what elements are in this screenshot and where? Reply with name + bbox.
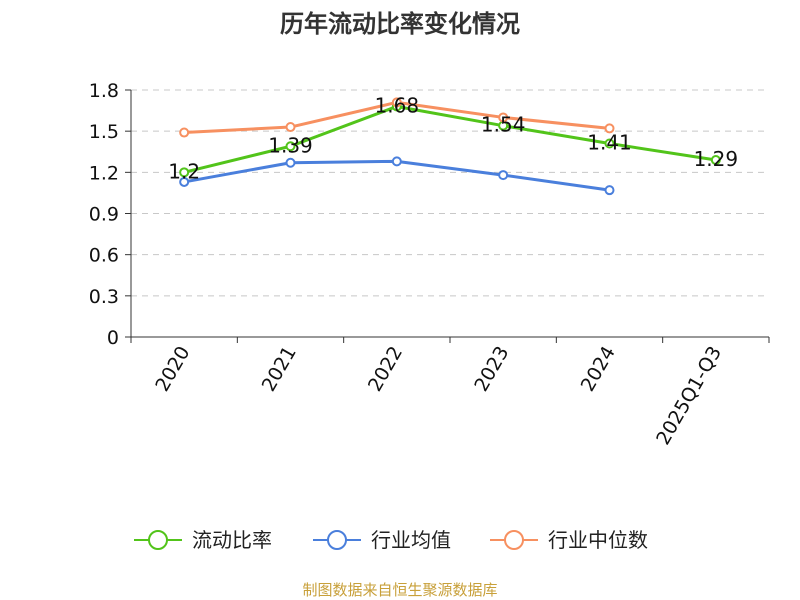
- axes: 0 0.3 0.6 0.9 1.2 1.5 1.8 2020 2021 2022 2023 2024 2…: [89, 80, 770, 449]
- x-tick-label: 2024: [577, 343, 620, 396]
- data-point: [285, 157, 296, 168]
- data-point: [285, 141, 296, 152]
- data-point: [604, 138, 615, 149]
- legend-marker: [327, 530, 347, 550]
- data-point: [179, 167, 190, 178]
- data-point: [285, 122, 296, 133]
- data-label: 1.2: [168, 159, 200, 183]
- chart-title: 历年流动比率变化情况: [280, 10, 520, 38]
- data-label: 1.68: [375, 93, 420, 117]
- legend: 流动比率 行业均值 行业中位数: [134, 528, 648, 552]
- data-label: 1.54: [481, 113, 526, 137]
- data-label: 1.39: [268, 133, 313, 157]
- legend-label: 流动比率: [192, 528, 272, 552]
- source-note: 制图数据来自恒生聚源数据库: [302, 581, 497, 599]
- data-point: [179, 176, 190, 187]
- series-layer: [179, 97, 721, 196]
- data-label: 1.41: [587, 131, 632, 155]
- x-tick-label: 2021: [258, 343, 301, 396]
- y-tick-label: 0.9: [89, 204, 119, 226]
- y-tick-label: 0: [107, 327, 119, 349]
- data-point: [498, 112, 509, 123]
- legend-marker: [504, 530, 524, 550]
- legend-label: 行业中位数: [548, 528, 648, 552]
- data-point: [604, 123, 615, 134]
- y-tick-label: 1.8: [89, 80, 119, 102]
- data-point: [604, 185, 615, 196]
- data-labels: 1.2 1.39 1.68 1.54 1.41 1.29: [168, 93, 738, 183]
- x-tick-label: 2023: [470, 342, 513, 395]
- data-point: [498, 170, 509, 181]
- x-tick-label: 2025Q1-Q3: [652, 343, 726, 449]
- y-tick-label: 1.2: [89, 162, 119, 184]
- x-tick-label: 2022: [364, 343, 407, 396]
- data-label: 1.29: [694, 147, 739, 171]
- y-tick-label: 1.5: [89, 121, 119, 143]
- data-point: [391, 97, 402, 108]
- y-tick-label: 0.3: [89, 286, 119, 308]
- series-line: [183, 104, 717, 174]
- grid: [131, 89, 769, 297]
- x-tick-label: 2020: [151, 343, 194, 396]
- data-point: [179, 127, 190, 138]
- data-point: [391, 156, 402, 167]
- data-point: [710, 154, 721, 165]
- legend-marker: [148, 530, 168, 550]
- y-tick-label: 0.6: [89, 245, 119, 267]
- legend-label: 行业均值: [371, 528, 451, 552]
